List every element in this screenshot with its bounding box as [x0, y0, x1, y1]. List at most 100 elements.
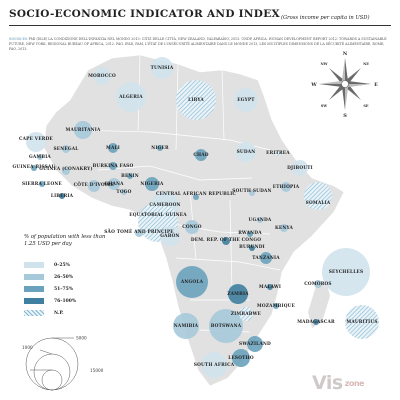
source-label: SOURCES: [9, 37, 28, 41]
bubble-niger: [157, 145, 163, 151]
label-tunisia: TUNISIA: [151, 66, 174, 71]
compass-w: W: [310, 82, 317, 88]
label-djibouti: DJIBOUTI: [287, 166, 313, 171]
label-sudan: SUDAN: [237, 150, 256, 155]
label-central-african-republic: CENTRAL AFRICAN REPUBLIC: [156, 192, 236, 197]
bubble-botswana: [209, 309, 243, 343]
label-burundi: BURUNDI: [239, 245, 265, 250]
label-malawi: MALAWI: [259, 285, 281, 290]
bubble-sierra-leone: [39, 181, 45, 187]
label-libya: LIBYA: [188, 98, 204, 103]
bubble-uganda: [257, 217, 263, 223]
label-angola: ANGOLA: [180, 280, 204, 285]
bubble-mali: [108, 143, 118, 153]
source-note: SOURCES FMI (ISLE) LA CONDIZIONE DELL'IN…: [9, 37, 393, 52]
label-namibia: NAMIBIA: [174, 324, 199, 329]
bubble-guinea-conakry: [62, 167, 70, 175]
country-bubbles: [26, 57, 379, 378]
compass-sw: SW: [321, 104, 328, 108]
label-burkina-faso: BURKINA FASO: [93, 164, 134, 169]
size-scale: [25, 337, 79, 391]
page-title: SOCIO-ECONOMIC INDICATOR AND INDEX: [9, 8, 280, 20]
legend-swatch: [24, 262, 44, 268]
label-comoros: COMOROS: [304, 282, 331, 287]
label-tanzania: TANZANIA: [252, 256, 280, 261]
bubble-tanzania: [260, 252, 272, 264]
bubble-gambia: [37, 154, 43, 160]
label-mauritius: MAURITIUS: [346, 320, 377, 325]
label-botswana: BOTSWANA: [211, 324, 242, 329]
compass-rose: N S E W NW NE SW SE: [310, 51, 378, 119]
label-kenya: KENYA: [275, 226, 294, 231]
bubble-namibia: [173, 313, 199, 339]
bubble-mozambique: [273, 303, 279, 309]
label-uganda: UGANDA: [249, 218, 272, 223]
label-guinea-conakry: GUINEA (CONAKRY): [39, 167, 92, 172]
label-dem-rep-of-the-congo: DEM. REP. OF THE CONGO: [191, 238, 261, 243]
bubble-dem-rep-of-the-congo: [222, 237, 230, 245]
page-subtitle: (Gross income per capita in USD): [281, 15, 370, 21]
label-benin: BENIN: [121, 174, 139, 179]
bubble-mauritania: [74, 121, 92, 139]
logo-sub: zone: [344, 379, 365, 388]
bubble-somalia: [304, 182, 332, 210]
label-lesotho: LESOTHO: [228, 356, 254, 361]
bubble-kenya: [280, 224, 288, 232]
legend-label: 26–50%: [54, 274, 74, 280]
label-morocco: MOROCCO: [88, 74, 116, 79]
label-chad: CHAD: [193, 153, 208, 158]
label-madagascar: MADAGASCAR: [297, 320, 335, 325]
label-egypt: EGYPT: [237, 98, 255, 103]
bubble-ethiopia: [281, 182, 291, 192]
label-south-africa: SOUTH AFRICA: [194, 363, 235, 368]
label-eritrea: ERITREA: [266, 151, 290, 156]
label-cameroon: CAMEROON: [149, 203, 180, 208]
label-ghana: GHANA: [104, 182, 124, 187]
bubble-liberia: [59, 193, 65, 199]
label-equatorial-guinea: EQUATORIAL GUINEA: [129, 213, 187, 218]
legend-item: 0–25%: [24, 262, 70, 268]
viszone-logo: Vis zone: [312, 372, 364, 394]
bubble-south-africa: [201, 352, 227, 378]
bubble-angola: [176, 266, 208, 298]
bubble-sudan: [236, 142, 256, 162]
scale-1000: 1000: [22, 345, 33, 350]
legend-swatch: [24, 286, 44, 292]
bubble-swaziland: [247, 336, 263, 352]
label-c-te-d-ivoire: CÔTE D'IVOIRE: [74, 182, 115, 188]
label-zimbabwe: ZIMBABWE: [231, 312, 262, 317]
bubble-burundi: [249, 245, 255, 251]
label-mozambique: MOZAMBIQUE: [257, 304, 296, 309]
bubble-morocco: [93, 67, 111, 85]
label-gambia: GAMBIA: [29, 155, 51, 160]
bubble-seychelles: [322, 248, 370, 296]
label-somalia: SOMALIA: [306, 201, 331, 206]
bubble-burkina-faso: [109, 162, 117, 170]
compass-se: SE: [363, 104, 369, 108]
label-seychelles: SEYCHELLES: [329, 270, 364, 275]
bubble-egypt: [234, 88, 258, 112]
label-zambia: ZAMBIA: [227, 292, 249, 297]
label-south-sudan: SOUTH SUDAN: [232, 189, 271, 194]
bubble-zambia: [228, 284, 248, 304]
title-divider: [9, 25, 391, 26]
legend-label: 76–100%: [54, 298, 77, 304]
label-sierra-leone: SIERRA LEONE: [22, 182, 63, 187]
legend-swatch: [24, 310, 44, 316]
bubble-senegal: [62, 145, 70, 153]
label-algeria: ALGERIA: [118, 95, 143, 100]
legend-label: 0–25%: [54, 262, 70, 268]
legend-label: N.P.: [54, 310, 64, 316]
logo-main: Vis: [312, 372, 343, 394]
label-senegal: SENEGAL: [53, 147, 78, 152]
bubble-lesotho: [232, 349, 250, 367]
bubble-djibouti: [292, 160, 308, 176]
legend-item: 76–100%: [24, 298, 76, 304]
legend-item: 51–75%: [24, 286, 73, 292]
label-s-o-tom-and-pr-ncipe: SÃO TOMÉ AND PRÍNCIPE: [104, 229, 174, 235]
legend-label: 51–75%: [54, 286, 74, 292]
bubble-algeria: [116, 82, 146, 112]
label-congo: CONGO: [182, 225, 202, 230]
